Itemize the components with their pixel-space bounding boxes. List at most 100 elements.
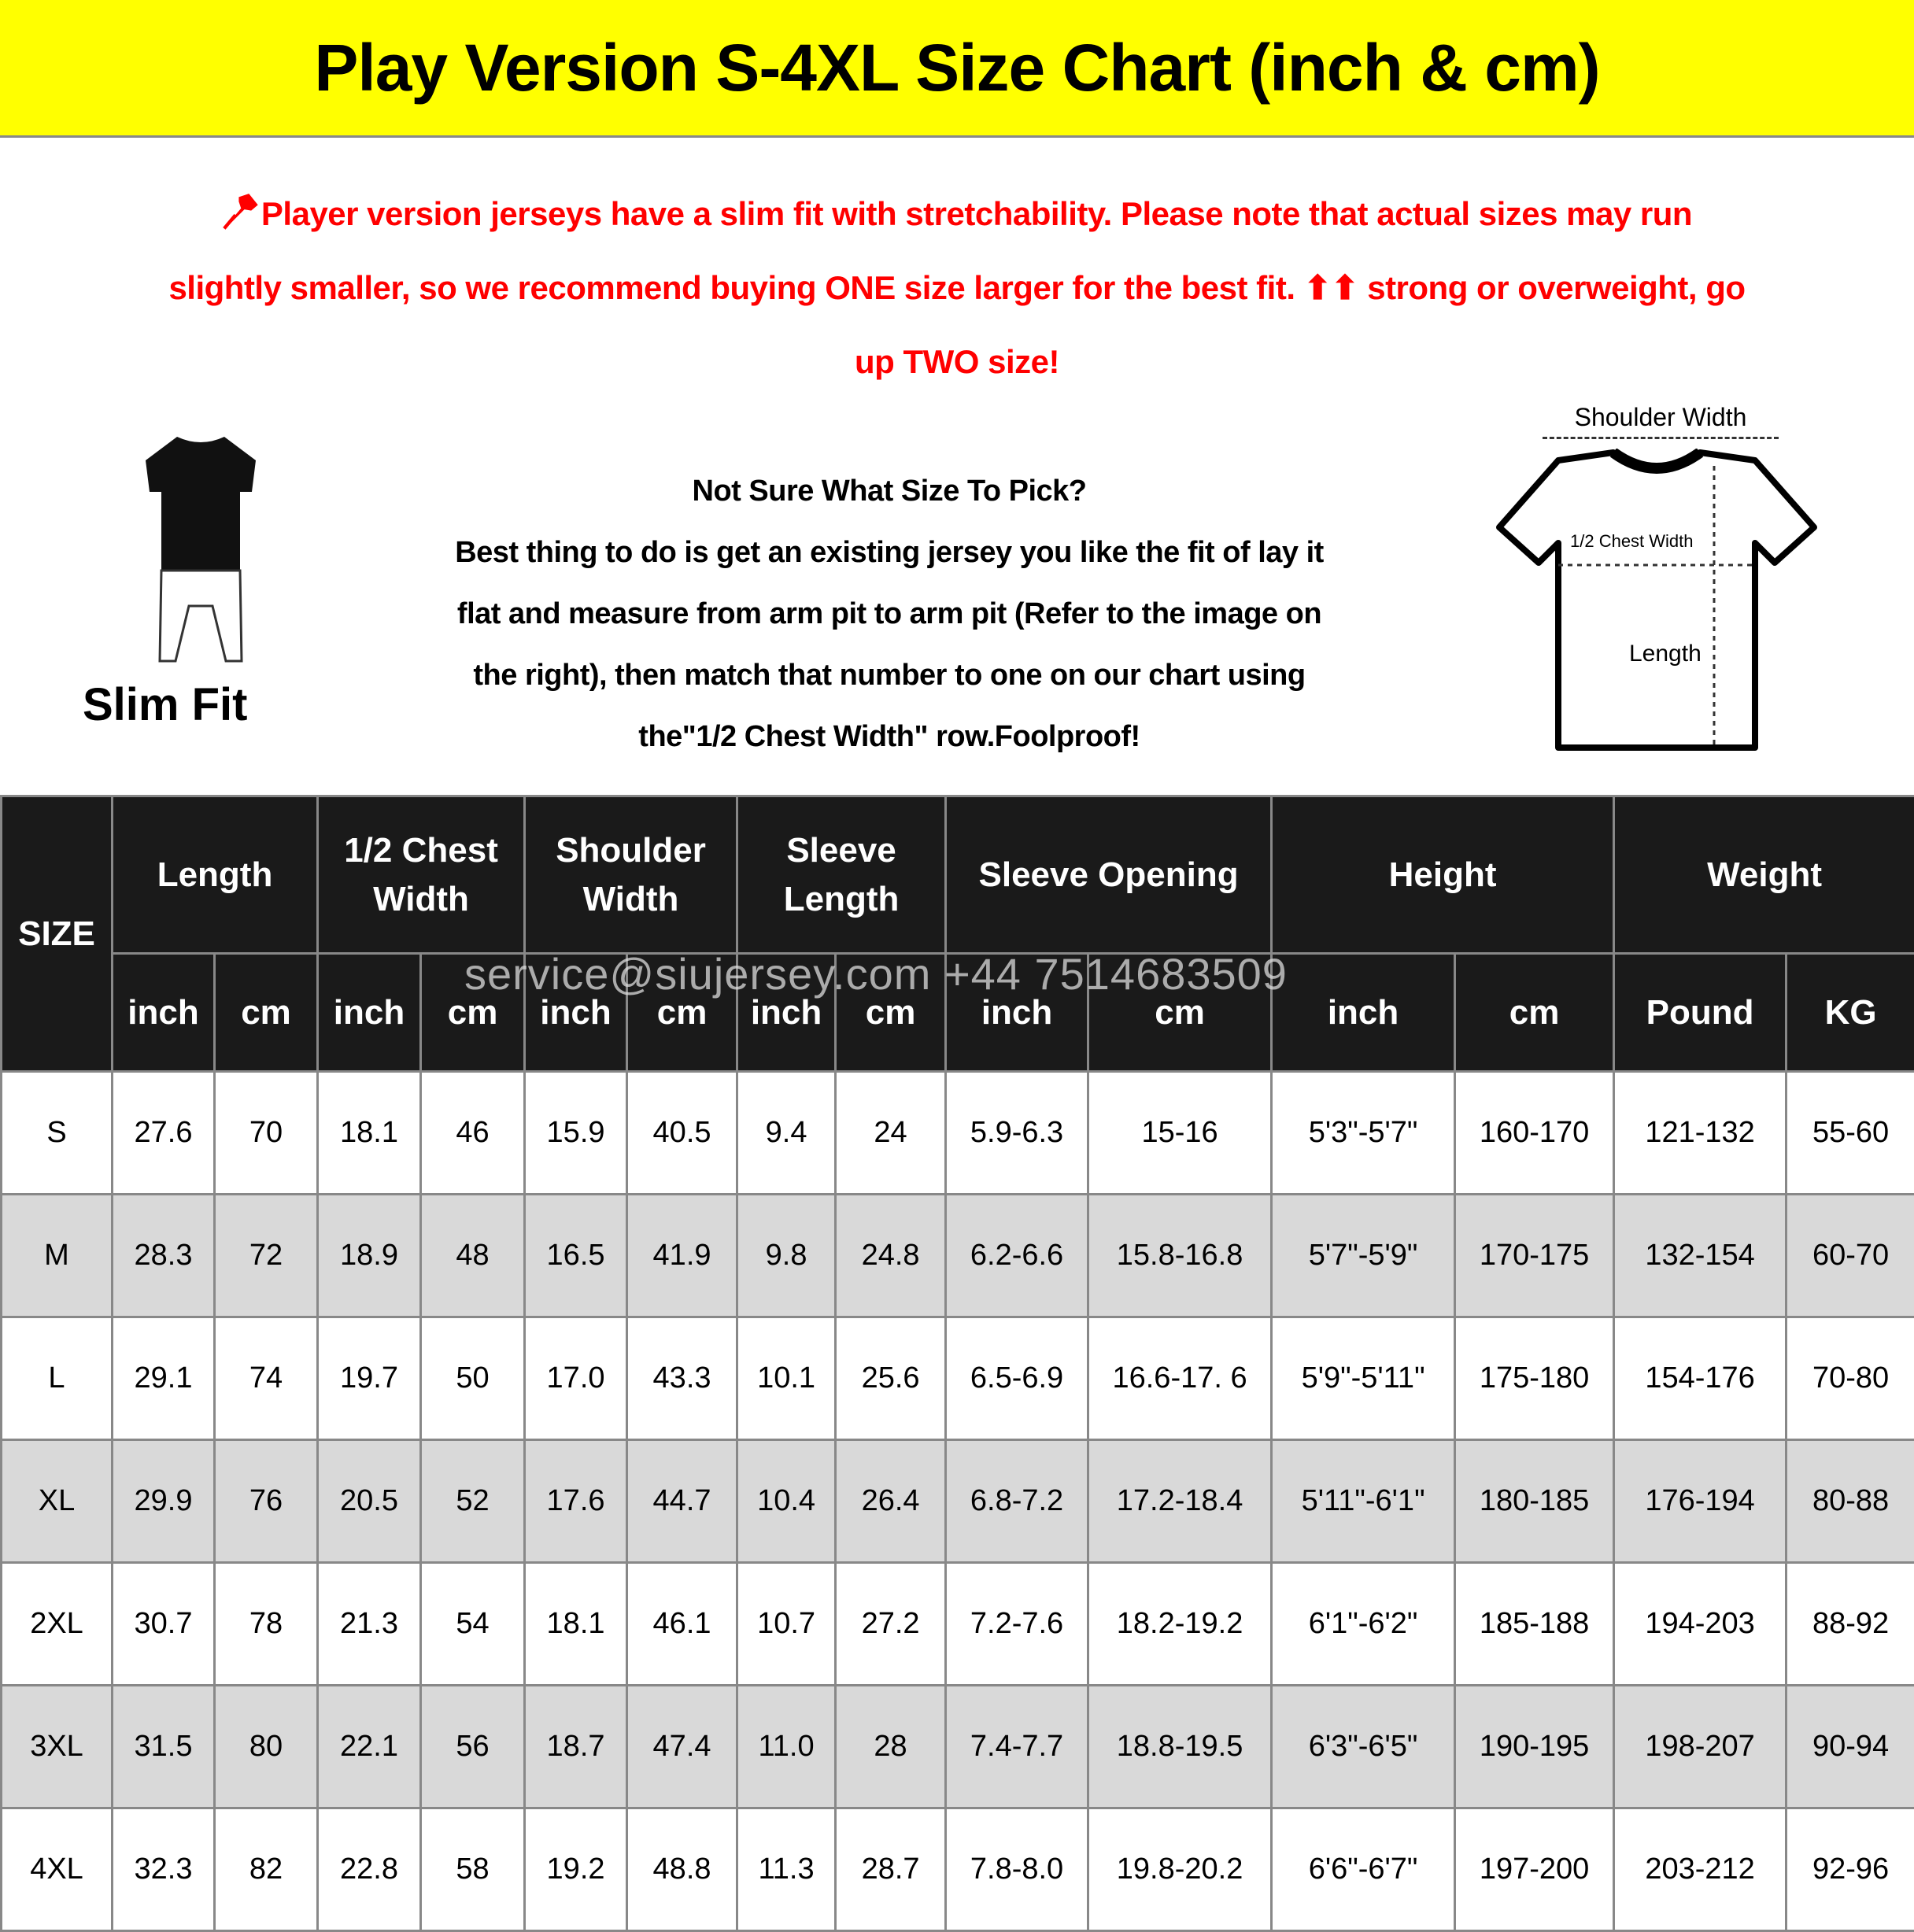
- size-cell: XL: [2, 1440, 113, 1563]
- table-cell: 19.7: [318, 1317, 421, 1440]
- table-cell: 29.1: [113, 1317, 215, 1440]
- unit-header: cm: [1455, 954, 1614, 1072]
- table-cell: 6.5-6.9: [946, 1317, 1088, 1440]
- advice-line: the right), then match that number to on…: [473, 659, 1305, 692]
- table-cell: 17.6: [525, 1440, 627, 1563]
- unit-header: KG: [1787, 954, 1914, 1072]
- table-cell: 18.2-19.2: [1088, 1563, 1272, 1686]
- table-cell: 28.3: [113, 1195, 215, 1317]
- table-cell: 7.8-8.0: [946, 1808, 1088, 1931]
- table-cell: 55-60: [1787, 1072, 1914, 1195]
- table-cell: 78: [215, 1563, 318, 1686]
- table-cell: 6'3"-6'5": [1272, 1686, 1455, 1808]
- table-cell: 18.1: [318, 1072, 421, 1195]
- header-chest: 1/2 Chest Width: [318, 796, 525, 954]
- chest-width-label: 1/2 Chest Width: [1570, 531, 1694, 551]
- size-cell: 3XL: [2, 1686, 113, 1808]
- table-cell: 11.0: [737, 1686, 836, 1808]
- table-cell: 132-154: [1614, 1195, 1787, 1317]
- contact-watermark: service@siujersey.com +44 7514683509: [464, 948, 1288, 999]
- table-cell: 5'9"-5'11": [1272, 1317, 1455, 1440]
- table-cell: 46: [421, 1072, 525, 1195]
- table-cell: 190-195: [1455, 1686, 1614, 1808]
- table-cell: 11.3: [737, 1808, 836, 1931]
- fit-guide-section: Slim Fit Not Sure What Size To Pick? Bes…: [0, 393, 1914, 796]
- header-sleeve-length: Sleeve Length: [737, 796, 946, 954]
- table-cell: 9.8: [737, 1195, 836, 1317]
- unit-header: inch: [1272, 954, 1455, 1072]
- table-cell: 50: [421, 1317, 525, 1440]
- table-cell: 26.4: [836, 1440, 946, 1563]
- shoulder-width-label: Shoulder Width: [1543, 403, 1779, 439]
- table-cell: 80-88: [1787, 1440, 1914, 1563]
- table-cell: 10.1: [737, 1317, 836, 1440]
- table-cell: 30.7: [113, 1563, 215, 1686]
- header-height: Height: [1272, 796, 1614, 954]
- header-shoulder: Shoulder Width: [525, 796, 737, 954]
- table-cell: 70: [215, 1072, 318, 1195]
- table-cell: 6'6"-6'7": [1272, 1808, 1455, 1931]
- table-cell: 19.2: [525, 1808, 627, 1931]
- header-sleeve-opening: Sleeve Opening: [946, 796, 1272, 954]
- table-cell: 56: [421, 1686, 525, 1808]
- advice-line: the"1/2 Chest Width" row.Foolproof!: [638, 720, 1140, 753]
- size-advice: Not Sure What Size To Pick? Best thing t…: [315, 460, 1464, 767]
- table-cell: 72: [215, 1195, 318, 1317]
- table-cell: 48: [421, 1195, 525, 1317]
- table-cell: 5'11"-6'1": [1272, 1440, 1455, 1563]
- table-cell: 5.9-6.3: [946, 1072, 1088, 1195]
- header-size: SIZE: [2, 796, 113, 1072]
- table-cell: 47.4: [627, 1686, 737, 1808]
- table-cell: 10.4: [737, 1440, 836, 1563]
- table-cell: 9.4: [737, 1072, 836, 1195]
- table-cell: 32.3: [113, 1808, 215, 1931]
- table-cell: 154-176: [1614, 1317, 1787, 1440]
- table-cell: 76: [215, 1440, 318, 1563]
- table-cell: 27.6: [113, 1072, 215, 1195]
- table-cell: 185-188: [1455, 1563, 1614, 1686]
- tshirt-measurement-diagram: 1/2 Chest Width Length: [1495, 449, 1818, 755]
- chart-title-banner: Play Version S-4XL Size Chart (inch & cm…: [0, 0, 1914, 138]
- table-cell: 31.5: [113, 1686, 215, 1808]
- table-cell: 44.7: [627, 1440, 737, 1563]
- table-cell: 15.9: [525, 1072, 627, 1195]
- advice-line: Not Sure What Size To Pick?: [693, 475, 1087, 508]
- table-cell: 6.8-7.2: [946, 1440, 1088, 1563]
- table-cell: 46.1: [627, 1563, 737, 1686]
- table-cell: 194-203: [1614, 1563, 1787, 1686]
- unit-header: inch: [113, 954, 215, 1072]
- table-cell: 82: [215, 1808, 318, 1931]
- table-cell: 40.5: [627, 1072, 737, 1195]
- size-cell: S: [2, 1072, 113, 1195]
- table-cell: 160-170: [1455, 1072, 1614, 1195]
- table-cell: 18.7: [525, 1686, 627, 1808]
- advice-line: Best thing to do is get an existing jers…: [455, 536, 1324, 569]
- table-cell: 54: [421, 1563, 525, 1686]
- table-cell: 170-175: [1455, 1195, 1614, 1317]
- table-cell: 121-132: [1614, 1072, 1787, 1195]
- table-cell: 80: [215, 1686, 318, 1808]
- table-cell: 74: [215, 1317, 318, 1440]
- fit-label: Slim Fit: [83, 679, 247, 730]
- table-cell: 18.9: [318, 1195, 421, 1317]
- slim-fit-figure-icon: [138, 437, 264, 665]
- table-cell: 203-212: [1614, 1808, 1787, 1931]
- table-cell: 15.8-16.8: [1088, 1195, 1272, 1317]
- table-cell: 70-80: [1787, 1317, 1914, 1440]
- table-cell: 18.8-19.5: [1088, 1686, 1272, 1808]
- advice-line: flat and measure from arm pit to arm pit…: [457, 597, 1321, 630]
- table-cell: 21.3: [318, 1563, 421, 1686]
- table-cell: 52: [421, 1440, 525, 1563]
- notice-line-2: slightly smaller, so we recommend buying…: [168, 269, 1745, 306]
- unit-header: cm: [215, 954, 318, 1072]
- table-cell: 18.1: [525, 1563, 627, 1686]
- page-title: Play Version S-4XL Size Chart (inch & cm…: [314, 30, 1599, 106]
- table-cell: 22.1: [318, 1686, 421, 1808]
- size-cell: L: [2, 1317, 113, 1440]
- table-cell: 60-70: [1787, 1195, 1914, 1317]
